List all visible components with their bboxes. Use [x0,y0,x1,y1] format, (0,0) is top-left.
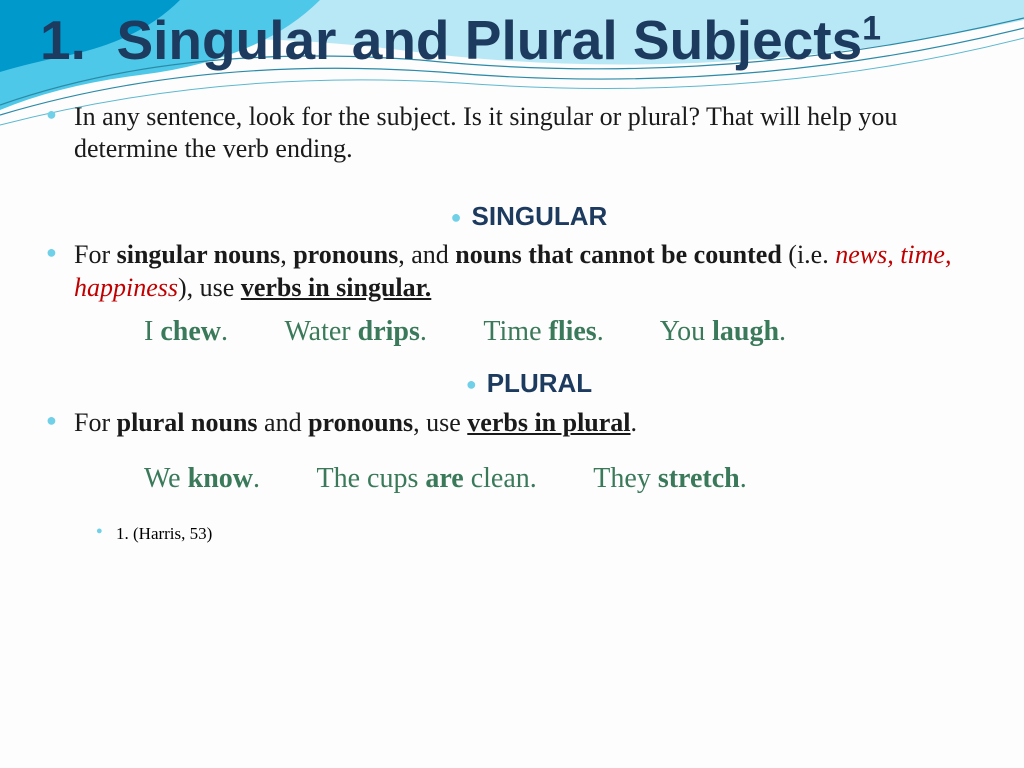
singular-heading: ● SINGULAR [40,200,984,234]
reference: 1. (Harris, 53) [40,524,984,544]
singular-rule: For singular nouns, pronouns, and nouns … [40,239,984,304]
plural-label: PLURAL [487,368,592,398]
singular-examples: I chew. Water drips. Time flies. You lau… [40,314,984,349]
slide-content: 1. Singular and Plural Subjects1 In any … [0,0,1024,544]
plural-examples: We know. The cups are clean. They stretc… [40,461,984,496]
title-superscript: 1 [862,10,881,48]
singular-label: SINGULAR [472,201,608,231]
slide-title: 1. Singular and Plural Subjects1 [40,10,984,71]
plural-rule: For plural nouns and pronouns, use verbs… [40,407,984,440]
bullet-icon: ● [466,374,477,394]
intro-text: In any sentence, look for the subject. I… [74,102,897,164]
title-number: 1. [40,9,86,71]
body-list: In any sentence, look for the subject. I… [40,101,984,497]
intro-item: In any sentence, look for the subject. I… [40,101,984,166]
plural-heading: ● PLURAL [40,367,984,401]
title-text: Singular and Plural Subjects [116,9,862,71]
bullet-icon: ● [451,207,462,227]
spacer [40,172,984,194]
